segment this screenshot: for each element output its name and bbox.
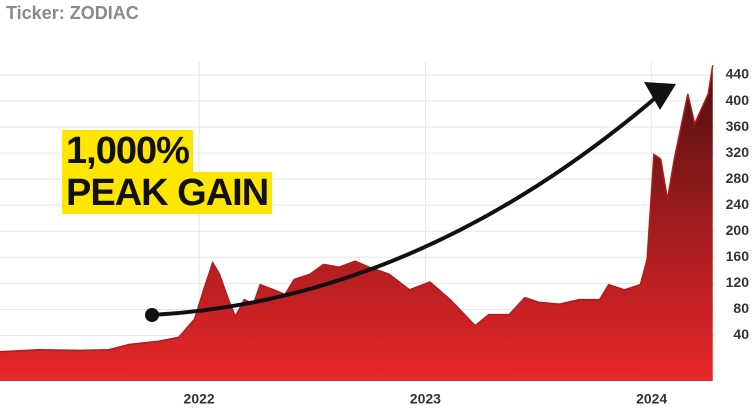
x-tick-label: 2024 <box>636 391 667 407</box>
chart-title: Ticker: ZODIAC <box>6 3 139 23</box>
annotation-text: 1,000% <box>62 130 193 172</box>
area-fill <box>0 65 713 382</box>
y-tick-label: 400 <box>726 92 750 108</box>
x-tick-label: 2022 <box>184 391 215 407</box>
annotation: 1,000% <box>62 130 193 172</box>
y-tick-label: 280 <box>726 170 750 186</box>
annotation: PEAK GAIN <box>62 172 273 214</box>
annotation-text: PEAK GAIN <box>62 172 273 214</box>
trend-arrow <box>151 90 664 317</box>
y-tick-label: 240 <box>726 196 750 212</box>
y-tick-label: 360 <box>726 118 750 134</box>
y-tick-label: 40 <box>733 326 749 342</box>
arrow-head <box>644 82 676 110</box>
area-line <box>0 65 714 353</box>
y-tick-label: 200 <box>726 222 750 238</box>
x-tick-label: 2023 <box>410 391 441 407</box>
arrow-start <box>145 308 159 322</box>
y-tick-label: 440 <box>726 66 750 82</box>
y-tick-label: 160 <box>726 248 750 264</box>
y-tick-label: 320 <box>726 144 750 160</box>
y-tick-label: 120 <box>726 274 750 290</box>
y-tick-label: 80 <box>733 300 749 316</box>
